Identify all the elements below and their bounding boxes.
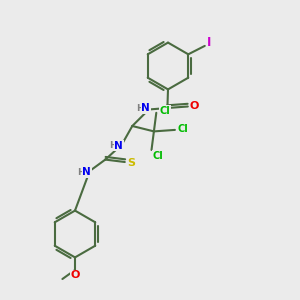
Text: H: H: [136, 104, 144, 113]
Text: Cl: Cl: [159, 106, 170, 116]
Text: H: H: [77, 168, 85, 177]
Text: O: O: [190, 101, 199, 111]
Text: I: I: [207, 36, 211, 50]
Text: N: N: [141, 103, 150, 113]
Text: Cl: Cl: [178, 124, 189, 134]
Text: N: N: [82, 167, 91, 177]
Text: N: N: [114, 141, 123, 151]
Text: Cl: Cl: [152, 151, 163, 161]
Text: H: H: [109, 141, 117, 150]
Text: O: O: [70, 270, 80, 280]
Text: S: S: [128, 158, 135, 168]
